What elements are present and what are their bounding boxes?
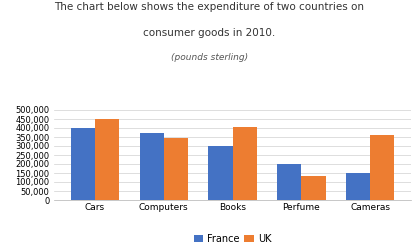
Bar	[277, 164, 301, 200]
Bar	[140, 132, 164, 200]
Bar	[71, 128, 95, 200]
Bar	[301, 176, 326, 200]
Bar	[233, 127, 257, 200]
Bar	[208, 146, 233, 200]
Bar	[346, 173, 370, 200]
Bar	[164, 138, 188, 200]
Text: consumer goods in 2010.: consumer goods in 2010.	[143, 28, 276, 38]
Bar	[370, 135, 394, 200]
Legend: France, UK: France, UK	[190, 230, 275, 248]
Text: (pounds sterling): (pounds sterling)	[171, 52, 248, 62]
Bar	[95, 119, 119, 200]
Text: The chart below shows the expenditure of two countries on: The chart below shows the expenditure of…	[54, 2, 365, 12]
